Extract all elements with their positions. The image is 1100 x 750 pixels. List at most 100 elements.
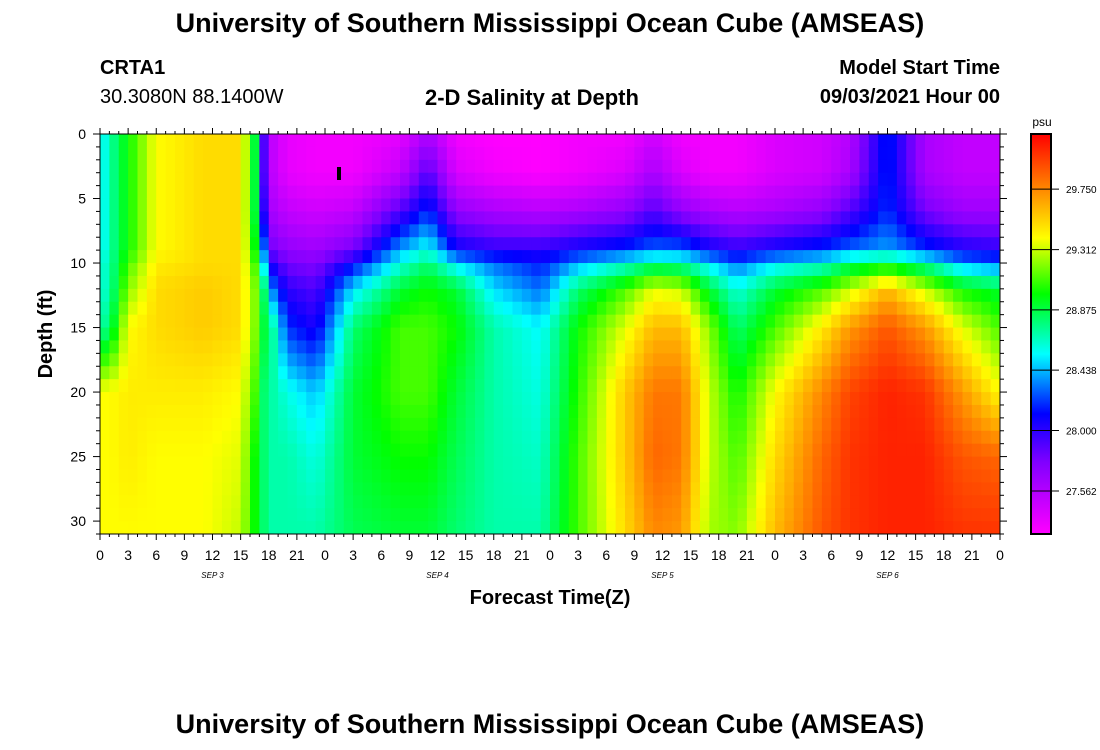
heatmap-cell — [540, 430, 551, 445]
heatmap-cell — [437, 469, 448, 483]
heatmap-cell — [296, 482, 307, 496]
heatmap-cell — [465, 185, 476, 200]
heatmap-cell — [175, 340, 185, 354]
heatmap-cell — [550, 134, 560, 148]
heatmap-cell — [850, 379, 860, 393]
heatmap-cell — [343, 237, 354, 251]
heatmap-cell — [662, 521, 673, 534]
heatmap-cell — [615, 172, 626, 187]
heatmap-cell — [531, 456, 542, 471]
heatmap-cell — [850, 495, 860, 509]
heatmap-cell — [250, 340, 260, 354]
heatmap-cell — [803, 146, 814, 161]
heatmap-cell — [625, 353, 635, 367]
heatmap-cell — [850, 172, 860, 187]
heatmap-cell — [634, 353, 645, 367]
heatmap-cell — [606, 417, 617, 432]
heatmap-cell — [184, 456, 195, 471]
heatmap-cell — [334, 327, 345, 342]
heatmap-cell — [596, 508, 607, 522]
y-tick-label: 5 — [78, 191, 86, 207]
heatmap-cell — [137, 404, 148, 419]
heatmap-cell — [118, 521, 129, 534]
heatmap-cell — [156, 392, 167, 406]
heatmap-cell — [475, 314, 485, 329]
heatmap-cell — [446, 263, 457, 277]
heatmap-cell — [896, 301, 907, 316]
heatmap-cell — [718, 314, 729, 329]
heatmap-cell — [315, 301, 326, 316]
heatmap-cell — [165, 392, 176, 406]
heatmap-cell — [700, 288, 710, 303]
heatmap-cell — [193, 469, 204, 483]
heatmap-cell — [643, 134, 654, 148]
heatmap-cell — [840, 327, 851, 342]
heatmap-cell — [821, 366, 832, 380]
heatmap-cell — [296, 134, 307, 148]
heatmap-cell — [371, 353, 382, 367]
heatmap-cell — [456, 469, 467, 483]
heatmap-cell — [156, 521, 167, 534]
heatmap-cell — [287, 185, 298, 200]
heatmap-cell — [634, 456, 645, 471]
heatmap-cell — [625, 224, 635, 238]
heatmap-cell — [906, 301, 917, 316]
heatmap-cell — [259, 263, 270, 277]
heatmap-cell — [634, 495, 645, 509]
heatmap-cell — [878, 456, 889, 471]
heatmap-cell — [803, 185, 814, 200]
heatmap-cell — [821, 301, 832, 316]
heatmap-cell — [325, 353, 335, 367]
heatmap-cell — [203, 288, 214, 303]
heatmap-cell — [184, 198, 195, 213]
heatmap-cell — [493, 301, 504, 316]
x-tick-label: 0 — [996, 547, 1004, 563]
heatmap-cell — [165, 275, 176, 290]
heatmap-cell — [840, 250, 851, 264]
heatmap-cell — [746, 237, 757, 251]
heatmap-cell — [887, 340, 898, 354]
heatmap-cell — [746, 379, 757, 393]
heatmap-cell — [521, 198, 532, 213]
heatmap-cell — [578, 288, 589, 303]
heatmap-cell — [906, 340, 917, 354]
heatmap-cell — [278, 263, 289, 277]
heatmap-cell — [878, 237, 889, 251]
heatmap-cell — [906, 159, 917, 174]
heatmap-cell — [784, 301, 795, 316]
heatmap-cell — [503, 392, 514, 406]
heatmap-cell — [840, 224, 851, 238]
heatmap-cell — [868, 275, 879, 290]
heatmap-cell — [634, 366, 645, 380]
x-tick-label: 21 — [514, 547, 530, 563]
heatmap-cell — [362, 134, 373, 148]
heatmap-cell — [887, 366, 898, 380]
heatmap-cell — [756, 508, 767, 522]
heatmap-cell — [568, 250, 579, 264]
heatmap-cell — [400, 353, 410, 367]
heatmap-cell — [793, 443, 804, 458]
heatmap-cell — [493, 211, 504, 225]
heatmap-cell — [259, 469, 270, 483]
heatmap-cell — [287, 250, 298, 264]
heatmap-cell — [671, 482, 682, 496]
heatmap-cell — [540, 456, 551, 471]
heatmap-cell — [128, 263, 139, 277]
heatmap-cell — [231, 495, 242, 509]
heatmap-cell — [428, 404, 439, 419]
heatmap-cell — [934, 224, 945, 238]
heatmap-cell — [259, 314, 270, 329]
heatmap-cell — [268, 430, 279, 445]
heatmap-cell — [446, 443, 457, 458]
x-date-label: SEP 6 — [876, 571, 899, 580]
heatmap-cell — [962, 340, 973, 354]
heatmap-cell — [915, 417, 926, 432]
heatmap-cell — [925, 211, 935, 225]
heatmap-cell — [671, 443, 682, 458]
heatmap-cell — [325, 482, 335, 496]
heatmap-cell — [259, 495, 270, 509]
heatmap-cell — [690, 250, 701, 264]
heatmap-cell — [615, 146, 626, 161]
heatmap-cell — [643, 211, 654, 225]
heatmap-cell — [671, 250, 682, 264]
